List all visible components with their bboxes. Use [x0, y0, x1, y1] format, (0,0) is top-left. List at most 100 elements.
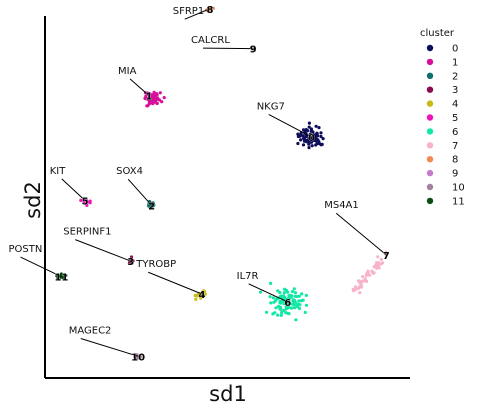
point-cluster-3 [130, 259, 134, 263]
point-cluster-6 [278, 300, 282, 305]
gene-label-8: SFRP1 [173, 6, 204, 17]
point-cluster-6 [287, 294, 291, 298]
leader-line-3 [75, 239, 131, 262]
leader-lines-layer [20, 8, 387, 357]
legend-swatch-1 [426, 58, 434, 66]
legend-swatch-6 [426, 128, 434, 135]
gene-label-10: MAGEC2 [69, 325, 112, 336]
y-axis-title: sd2 [21, 181, 45, 219]
point-cluster-7 [378, 262, 382, 266]
point-cluster-0 [315, 142, 319, 146]
gene-label-5: KIT [50, 166, 67, 177]
point-cluster-6 [258, 290, 263, 294]
point-cluster-0 [314, 137, 318, 141]
cluster-number-1: 1 [146, 92, 153, 103]
point-cluster-1 [155, 101, 159, 105]
legend-swatch-8 [426, 156, 434, 163]
cluster-number-5: 5 [82, 197, 89, 208]
point-cluster-0 [302, 136, 306, 141]
point-cluster-6 [276, 289, 280, 293]
point-cluster-6 [279, 313, 283, 317]
point-cluster-0 [304, 135, 308, 139]
cluster-number-11: 11 [54, 273, 68, 284]
point-cluster-6 [269, 281, 273, 285]
point-cluster-6 [297, 299, 301, 303]
point-cluster-7 [366, 269, 370, 273]
leader-line-8 [184, 8, 211, 20]
legend: cluster 0 1 2 3 4 5 6 7 8 9 10 11 [420, 28, 465, 207]
legend-swatch-11 [426, 197, 434, 205]
legend-label-5: 5 [452, 113, 458, 124]
legend-swatch-10 [426, 183, 434, 191]
point-cluster-6 [271, 296, 275, 300]
point-cluster-6 [282, 309, 286, 313]
point-cluster-5 [84, 198, 89, 203]
point-cluster-6 [276, 304, 281, 308]
point-cluster-11 [62, 275, 66, 279]
legend-swatch-9 [426, 169, 434, 177]
point-cluster-6 [293, 306, 297, 310]
point-cluster-1 [152, 90, 156, 94]
point-cluster-0 [316, 134, 320, 138]
point-cluster-6 [301, 298, 305, 302]
point-cluster-5 [85, 203, 89, 207]
point-cluster-1 [155, 93, 159, 97]
point-cluster-1 [160, 100, 164, 104]
point-cluster-1 [147, 97, 152, 101]
point-cluster-7 [374, 264, 378, 268]
point-cluster-1 [150, 94, 154, 98]
legend-label-10: 10 [452, 183, 465, 194]
legend-swatch-0 [426, 44, 434, 52]
gene-label-0: NKG7 [257, 101, 285, 112]
point-cluster-6 [271, 312, 275, 316]
point-cluster-0 [306, 129, 310, 133]
legend-label-11: 11 [452, 196, 465, 207]
leader-line-4 [148, 271, 203, 295]
leader-line-5 [61, 178, 86, 201]
point-cluster-7 [379, 257, 383, 261]
point-cluster-0 [309, 127, 313, 131]
cluster-number-6: 6 [284, 298, 291, 309]
leader-line-0 [268, 113, 312, 138]
legend-label-3: 3 [452, 85, 458, 96]
point-cluster-0 [299, 138, 303, 142]
point-cluster-4 [199, 296, 203, 300]
leader-line-2 [127, 178, 152, 206]
gene-label-9: CALCRL [191, 35, 230, 46]
point-cluster-6 [280, 310, 284, 315]
leader-line-10 [80, 337, 139, 357]
point-cluster-6 [272, 300, 276, 304]
point-cluster-6 [276, 313, 280, 317]
point-cluster-1 [147, 95, 152, 99]
point-cluster-0 [307, 140, 311, 145]
point-cluster-9 [252, 46, 256, 51]
legend-label-1: 1 [452, 57, 458, 68]
point-cluster-6 [300, 292, 304, 296]
legend-swatch-7 [426, 142, 434, 149]
point-cluster-6 [268, 295, 272, 299]
point-cluster-1 [157, 98, 162, 102]
point-cluster-4 [196, 294, 200, 298]
point-cluster-1 [158, 91, 162, 95]
legend-swatch-5 [426, 114, 434, 121]
point-cluster-7 [363, 277, 367, 281]
gene-label-6: IL7R [237, 271, 259, 282]
cluster-number-3: 3 [127, 257, 134, 268]
cluster-number-7: 7 [383, 251, 390, 262]
point-cluster-10 [138, 354, 142, 358]
legend-label-9: 9 [452, 169, 458, 180]
leader-line-1 [129, 78, 150, 97]
point-cluster-6 [297, 294, 301, 298]
point-cluster-6 [292, 287, 296, 291]
gene-label-1: MIA [118, 66, 137, 77]
point-cluster-2 [147, 204, 151, 208]
point-cluster-7 [351, 287, 355, 291]
point-cluster-6 [294, 318, 298, 322]
point-cluster-0 [310, 144, 314, 148]
point-cluster-6 [282, 291, 286, 295]
legend-swatch-3 [426, 86, 434, 93]
legend-label-2: 2 [452, 71, 458, 82]
point-cluster-0 [319, 143, 323, 147]
points-layer [55, 6, 388, 360]
point-cluster-0 [308, 132, 312, 136]
